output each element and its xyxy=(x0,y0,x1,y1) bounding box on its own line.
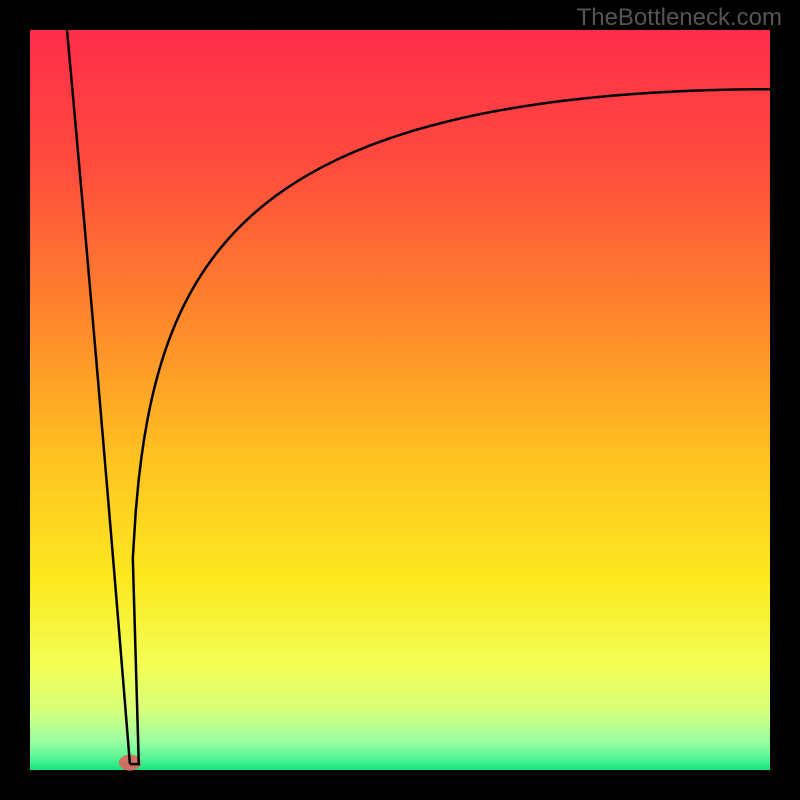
watermark-text: TheBottleneck.com xyxy=(577,4,782,32)
plot-background xyxy=(30,30,770,770)
chart-container: TheBottleneck.com xyxy=(0,0,800,800)
bottleneck-chart xyxy=(0,0,800,800)
